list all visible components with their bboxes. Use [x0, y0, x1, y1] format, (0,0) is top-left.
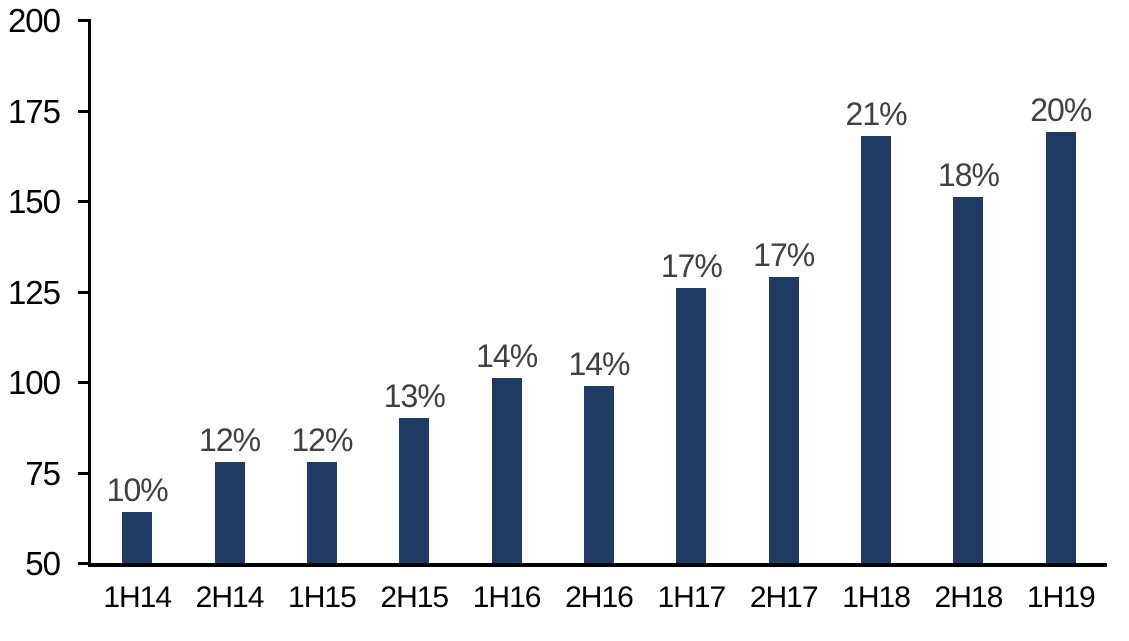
bar-slot-2h14: 12%	[183, 20, 275, 563]
bar-data-label: 17%	[660, 247, 723, 284]
bar-slot-1h15: 12%	[276, 20, 368, 563]
bar-2h14	[214, 461, 245, 563]
bar-data-label: 20%	[1030, 92, 1092, 129]
bar-slot-2h18: 18%	[922, 20, 1014, 563]
bar-1h19	[1045, 132, 1076, 563]
x-axis-line	[88, 563, 1107, 567]
y-axis-tick-label: 175	[7, 92, 61, 130]
bar-slot-1h16: 14%	[460, 20, 552, 563]
y-axis-tick-mark	[78, 562, 88, 565]
x-axis-label-1h16: 1H16	[472, 581, 542, 614]
bar-data-label: 10%	[106, 472, 169, 509]
y-axis-tick-mark	[78, 290, 88, 294]
bar-data-label: 13%	[383, 378, 446, 415]
y-axis-tick-mark	[78, 109, 88, 113]
bar-1h16	[491, 378, 522, 563]
x-axis-label-1h18: 1H18	[842, 581, 911, 614]
x-axis-label-1h15: 1H15	[288, 581, 357, 614]
y-axis-tick-label: 150	[7, 183, 61, 220]
bar-2h17	[768, 277, 799, 563]
bar-slot-1h19: 20%	[1015, 20, 1107, 563]
y-axis-tick-mark	[78, 471, 88, 475]
bar-slot-2h17: 17%	[738, 20, 830, 563]
y-axis-tick-label: 75	[25, 454, 61, 492]
bar-data-label: 12%	[291, 421, 353, 458]
bar-data-label: 12%	[199, 421, 261, 458]
y-axis-tick-label: 200	[7, 2, 61, 39]
y-axis-tick-label: 50	[25, 545, 61, 582]
bar-data-label: 14%	[476, 338, 538, 375]
x-axis-label-2h14: 2H14	[195, 581, 265, 614]
bar-slot-1h18: 21%	[830, 20, 922, 563]
x-axis-label-1h17: 1H17	[657, 581, 726, 614]
y-axis-tick-label: 125	[7, 273, 61, 311]
x-axis-label-2h15: 2H15	[380, 581, 449, 614]
y-axis-line	[88, 19, 91, 567]
bar-1h14	[122, 512, 153, 563]
bar-2h16	[583, 385, 614, 563]
x-axis-label-1h19: 1H19	[1026, 581, 1096, 614]
bar-2h18	[953, 197, 984, 563]
bar-slot-2h15: 13%	[368, 20, 460, 563]
x-axis-label-1h14: 1H14	[103, 581, 172, 614]
plot-area: 10% 12% 12% 13% 14% 14% 17% 17% 21% 18% 20%	[91, 20, 1107, 563]
x-axis-label-2h18: 2H18	[934, 581, 1004, 614]
bar-slot-1h14: 10%	[91, 20, 183, 563]
y-axis-tick-mark	[78, 200, 88, 203]
bar-data-label: 18%	[937, 157, 1000, 194]
bar-data-label: 14%	[568, 345, 630, 382]
y-axis-tick-mark	[78, 19, 88, 22]
bar-1h18	[861, 135, 892, 563]
x-axis-labels: 1H14 2H14 1H15 2H15 1H16 2H16 1H17 2H17 1H18 2H18…	[91, 581, 1107, 615]
x-axis-label-2h17: 2H17	[749, 581, 819, 614]
bar-2h15	[399, 418, 430, 563]
y-axis-tick-label: 100	[7, 364, 61, 401]
x-axis-label-2h16: 2H16	[565, 581, 634, 614]
bar-data-label: 21%	[845, 95, 908, 132]
y-axis-tick-mark	[78, 381, 88, 384]
bar-1h15	[306, 461, 337, 563]
bar-slot-1h17: 17%	[645, 20, 737, 563]
bar-1h17	[676, 287, 707, 563]
bar-slot-2h16: 14%	[553, 20, 645, 563]
bar-data-label: 17%	[753, 237, 815, 274]
